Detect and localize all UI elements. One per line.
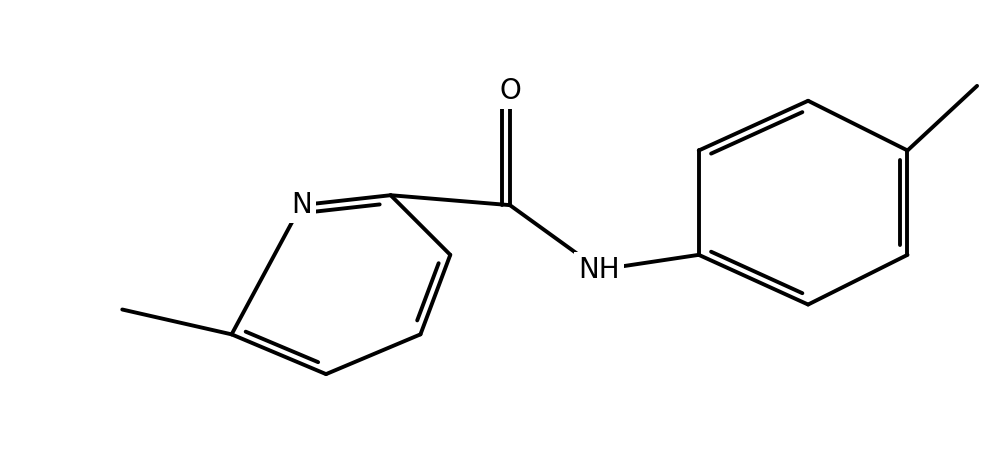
Text: O: O bbox=[499, 77, 520, 105]
Text: NH: NH bbox=[579, 256, 621, 284]
Text: N: N bbox=[291, 191, 312, 219]
